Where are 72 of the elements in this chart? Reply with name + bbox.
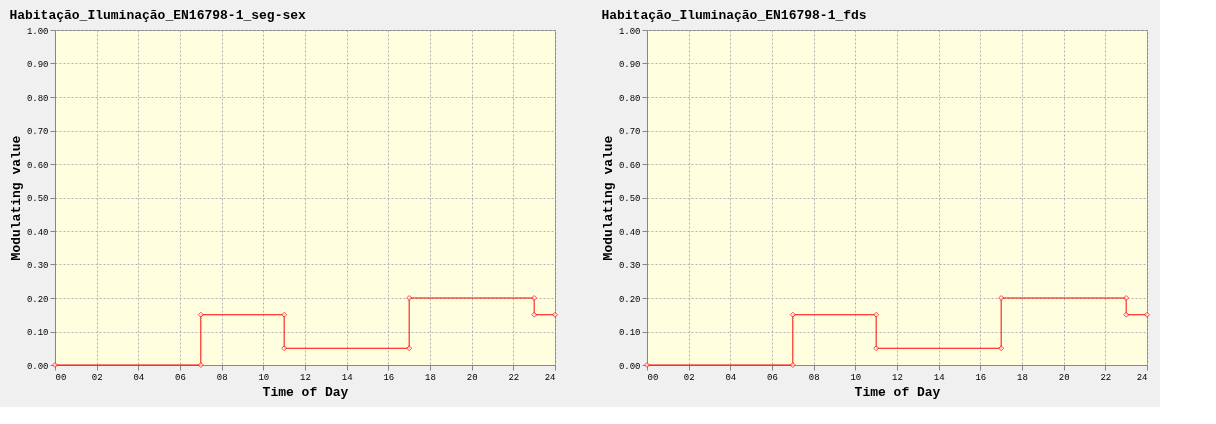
x-tick-label: 02: [683, 372, 695, 383]
y-tick-label: 0.20: [26, 294, 49, 305]
y-axis-title: Modulating value: [8, 135, 24, 261]
x-tick-label: 12: [892, 372, 903, 383]
y-tick-label: 0.10: [26, 328, 49, 338]
point: [998, 345, 1005, 352]
x-tick-label: 08: [808, 372, 820, 383]
y-tick-label: 0.00: [26, 361, 49, 372]
y-tick-label: 0.30: [618, 261, 641, 271]
point: [789, 362, 796, 368]
x-tick-label: 20: [1058, 372, 1070, 383]
y-tick-label: 0.30: [26, 261, 49, 271]
point: [531, 295, 538, 301]
y-tick-label: 0.60: [618, 160, 641, 171]
point: [281, 311, 288, 318]
x-tick-label: 22: [508, 372, 520, 383]
x-tick-label: 00: [55, 372, 67, 383]
x-tick-label: 20: [466, 372, 478, 383]
y-tick-label: 0.60: [26, 160, 49, 171]
y-tick-label: 0.40: [26, 227, 49, 238]
x-tick-label: 06: [767, 372, 778, 383]
point: [281, 345, 288, 352]
x-tick-label: 10: [850, 372, 862, 383]
point: [1144, 311, 1150, 318]
x-tick-label: 02: [91, 372, 103, 383]
x-tick-label: 18: [425, 372, 436, 383]
y-tick-label: 0.80: [618, 93, 641, 104]
point: [197, 311, 204, 318]
y-tick-label: 0.00: [618, 361, 641, 372]
x-tick-label: 24: [544, 372, 556, 383]
x-tick-label: 14: [933, 372, 945, 383]
y-tick-label: 0.80: [26, 93, 49, 104]
x-tick-label: 16: [975, 372, 987, 383]
point: [873, 345, 880, 352]
x-tick-label: 24: [1136, 372, 1148, 383]
point: [406, 345, 413, 352]
y-tick-label: 1.00: [618, 26, 641, 37]
y-tick-label: 1.00: [26, 26, 49, 37]
y-tick-label: 0.20: [618, 294, 641, 305]
y-tick-label: 0.70: [618, 127, 641, 137]
x-tick-label: 16: [383, 372, 395, 383]
point: [789, 311, 796, 318]
x-tick-label: 04: [725, 372, 737, 383]
point: [197, 362, 204, 368]
x-tick-label: 18: [1017, 372, 1028, 383]
y-tick-label: 0.50: [26, 194, 49, 204]
point: [873, 311, 880, 318]
point: [552, 311, 558, 318]
point: [531, 311, 538, 318]
x-axis-title: Time of Day: [262, 384, 349, 400]
y-tick-label: 0.40: [618, 227, 641, 238]
point: [1123, 295, 1130, 301]
x-tick-label: 04: [133, 372, 145, 383]
point: [406, 295, 413, 301]
x-tick-label: 22: [1100, 372, 1112, 383]
y-tick-label: 0.90: [618, 60, 641, 70]
y-tick-label: 0.90: [26, 60, 49, 70]
point: [998, 295, 1005, 301]
chart-title: Habitação_Iluminação_EN16798-1_seg-sex: [9, 8, 307, 23]
point: [1123, 311, 1130, 318]
x-tick-label: 06: [175, 372, 186, 383]
y-tick-label: 0.70: [26, 127, 49, 137]
y-axis-title: Modulating value: [600, 135, 616, 261]
y-tick-label: 0.10: [618, 328, 641, 338]
x-tick-label: 00: [647, 372, 659, 383]
x-tick-label: 12: [300, 372, 311, 383]
chart-title: Habitação_Iluminação_EN16798-1_fds: [601, 8, 867, 23]
y-tick-label: 0.50: [618, 194, 641, 204]
x-tick-label: 10: [258, 372, 270, 383]
x-tick-label: 08: [216, 372, 228, 383]
x-tick-label: 14: [341, 372, 353, 383]
x-axis-title: Time of Day: [854, 384, 941, 400]
